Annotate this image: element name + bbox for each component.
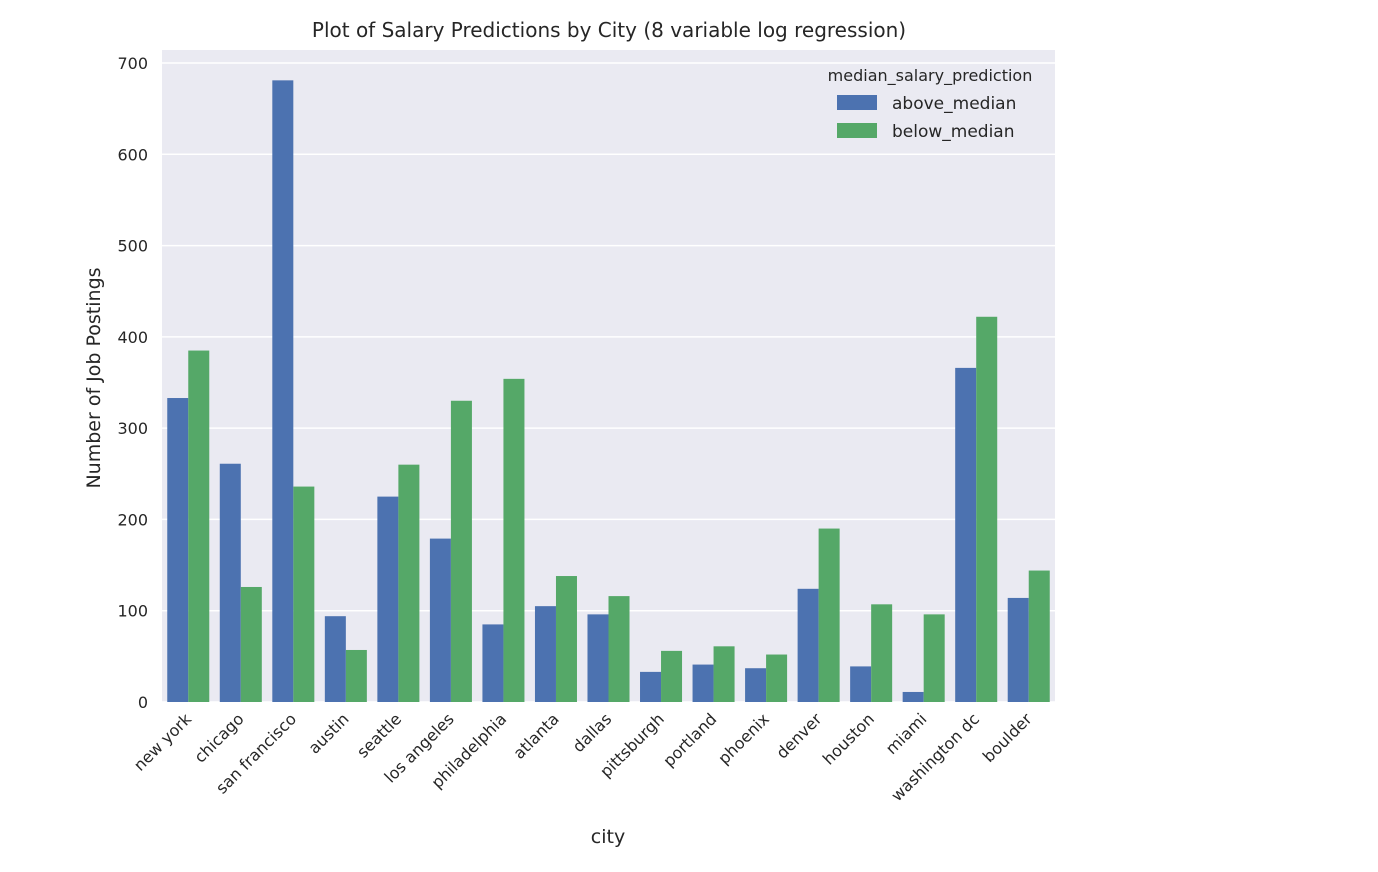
legend-label-below-median: below_median: [892, 122, 1015, 142]
y-tick-label: 200: [117, 510, 148, 529]
x-tick-label: portland: [659, 709, 720, 770]
bar-above-median: [850, 666, 872, 702]
bar-above-median: [692, 664, 714, 702]
legend-label-above-median: above_median: [892, 94, 1016, 114]
x-tick-label: miami: [882, 709, 931, 758]
y-axis-label: Number of Job Postings: [83, 267, 105, 488]
x-tick-label: austin: [304, 709, 352, 757]
bar-below-median: [450, 400, 472, 702]
bar-below-median: [661, 650, 683, 702]
bar-above-median: [167, 398, 189, 702]
bar-above-median: [1007, 597, 1029, 702]
bar-above-median: [640, 671, 662, 702]
bar-below-median: [871, 604, 893, 702]
y-tick-label: 400: [117, 328, 148, 347]
y-tick-labels: 0 100 200 300 400 500 600 700: [117, 54, 148, 712]
bar-below-median: [818, 528, 840, 702]
bar-below-median: [240, 586, 262, 702]
x-tick-label: atlanta: [509, 709, 562, 762]
legend-swatch-below-median: [837, 123, 877, 138]
bar-below-median: [608, 596, 630, 702]
bar-below-median: [713, 646, 735, 702]
bar-above-median: [587, 614, 609, 702]
y-tick-label: 300: [117, 419, 148, 438]
bar-below-median: [188, 350, 210, 702]
bar-above-median: [534, 606, 556, 702]
x-tick-label: seattle: [353, 709, 405, 761]
bars-group: [167, 80, 1050, 703]
bar-above-median: [272, 80, 294, 703]
bar-above-median: [377, 496, 399, 702]
x-tick-label: phoenix: [714, 709, 773, 768]
x-tick-label: dallas: [569, 709, 616, 756]
bar-above-median: [745, 668, 767, 702]
bar-above-median: [797, 588, 819, 702]
x-tick-label: denver: [772, 709, 825, 762]
y-tick-label: 600: [117, 145, 148, 164]
legend-swatch-above-median: [837, 95, 877, 110]
legend: median_salary_prediction above_median be…: [828, 66, 1033, 142]
x-axis-label: city: [591, 826, 625, 848]
bar-above-median: [219, 463, 241, 702]
bar-above-median: [482, 624, 504, 702]
x-tick-label: boulder: [979, 709, 1036, 766]
y-tick-label: 500: [117, 237, 148, 256]
bar-below-median: [398, 464, 420, 702]
x-tick-label: new york: [130, 709, 196, 775]
bar-above-median: [902, 691, 924, 702]
bar-above-median: [955, 367, 977, 702]
chart-title: Plot of Salary Predictions by City (8 va…: [312, 18, 906, 42]
bar-below-median: [1028, 570, 1050, 702]
bar-below-median: [293, 486, 315, 702]
bar-above-median: [324, 616, 346, 702]
bar-above-median: [429, 538, 451, 702]
bar-below-median: [976, 316, 998, 702]
bar-below-median: [766, 654, 788, 702]
bar-below-median: [345, 649, 367, 702]
bar-below-median: [555, 576, 577, 702]
bar-below-median: [923, 614, 945, 702]
y-tick-label: 0: [138, 693, 148, 712]
bar-below-median: [503, 378, 525, 702]
legend-title: median_salary_prediction: [828, 66, 1033, 86]
x-tick-label: houston: [819, 709, 878, 768]
y-tick-label: 100: [117, 602, 148, 621]
y-tick-label: 700: [117, 54, 148, 73]
